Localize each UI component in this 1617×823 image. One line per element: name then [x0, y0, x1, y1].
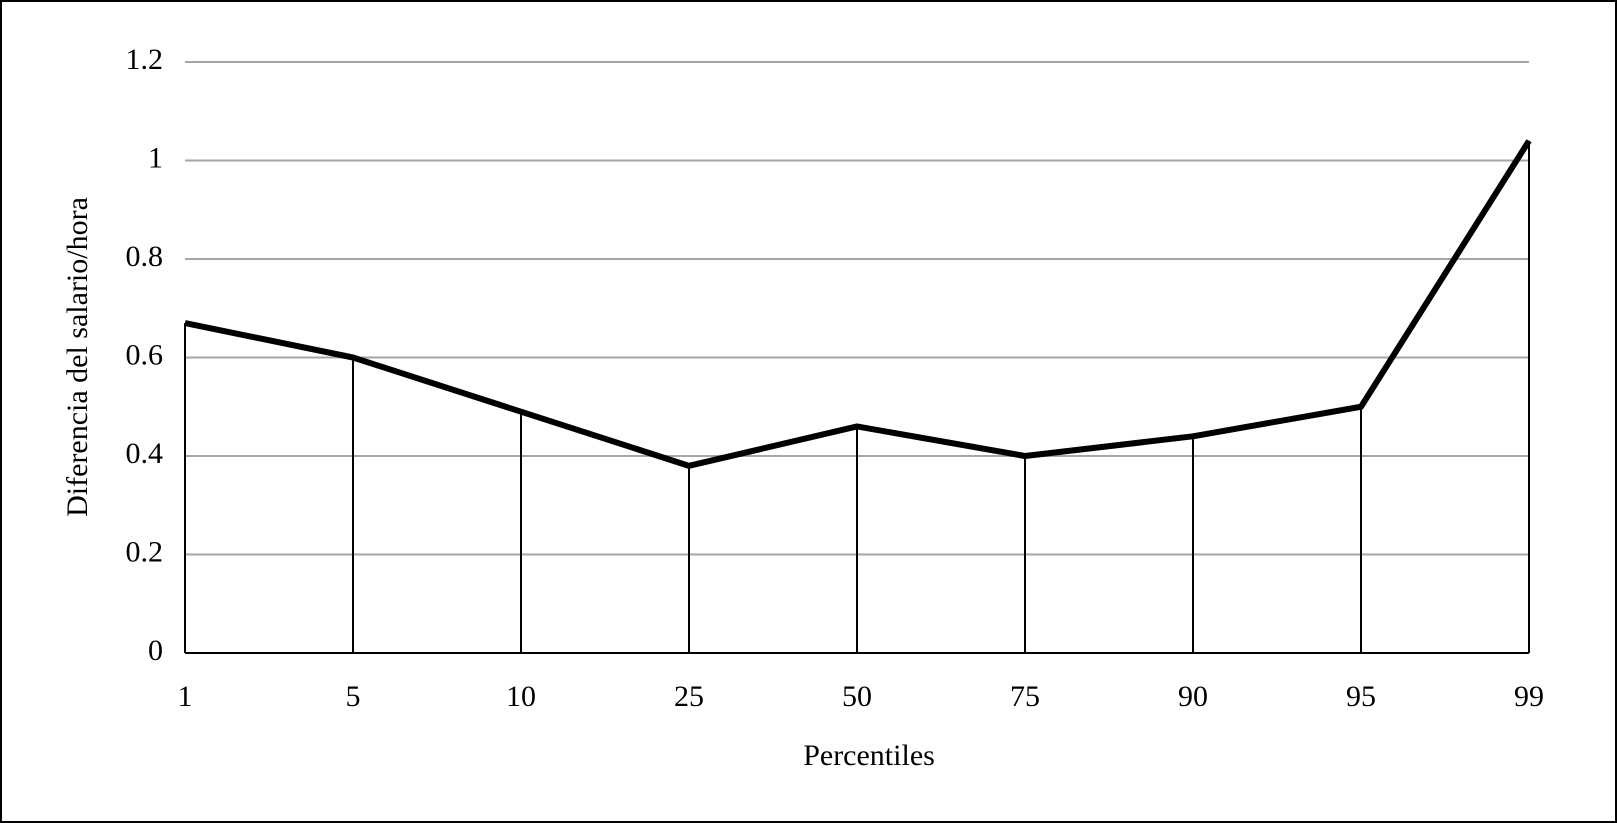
x-tick-label: 1 [178, 680, 193, 713]
y-tick-label: 0.6 [126, 338, 164, 371]
x-tick-label: 95 [1346, 680, 1376, 713]
y-tick-label: 0.8 [126, 240, 164, 273]
y-tick-label: 1 [148, 141, 163, 174]
data-line [184, 139, 1532, 469]
x-tick-label: 5 [346, 680, 361, 713]
x-tick-label: 10 [506, 680, 536, 713]
y-tick-label: 0.2 [126, 535, 164, 568]
y-tick-label: 1.2 [126, 43, 164, 76]
x-tick-label: 75 [1010, 680, 1040, 713]
x-tick-label: 99 [1514, 680, 1544, 713]
y-tick-label: 0 [148, 634, 163, 667]
y-axis-label: Diferencia del salario/hora [61, 197, 94, 517]
y-tick-label: 0.4 [126, 437, 164, 470]
x-tick-label: 50 [842, 680, 872, 713]
x-tick-label: 25 [674, 680, 704, 713]
x-axis-label: Percentiles [803, 739, 935, 772]
x-tick-label: 90 [1178, 680, 1208, 713]
